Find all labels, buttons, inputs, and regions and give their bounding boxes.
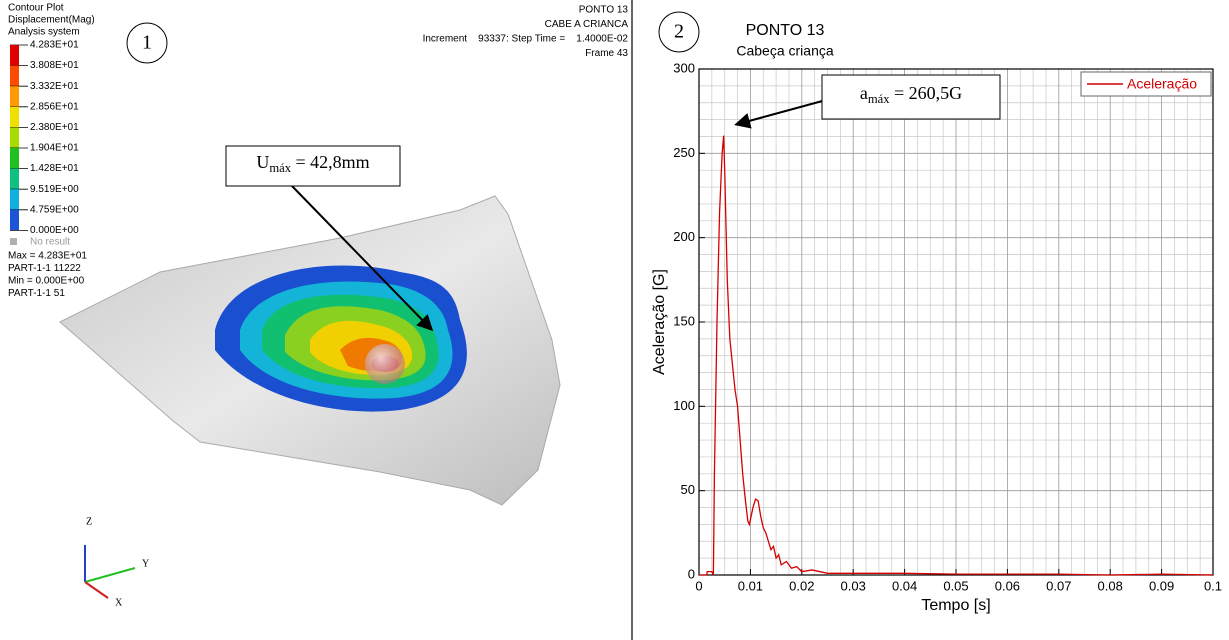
- contour-legend-label: 1.428E+01: [30, 163, 79, 174]
- contour-legend-label: 4.283E+01: [30, 40, 79, 51]
- panel-marker-label: 2: [674, 21, 684, 43]
- plot-info: PART-1-1 11222: [8, 263, 81, 274]
- legend-label: Aceleração: [1127, 76, 1197, 92]
- plot-header: Analysis system: [8, 27, 80, 38]
- y-axis-label: Aceleração [G]: [651, 269, 668, 375]
- legend-swatch: [10, 127, 19, 148]
- legend-swatch: [10, 148, 19, 169]
- x-tick-label: 0.01: [738, 578, 763, 593]
- y-tick-label: 300: [673, 60, 695, 75]
- x-tick-label: 0.02: [789, 578, 814, 593]
- contour-legend-label: 9.519E+00: [30, 184, 79, 195]
- y-tick-label: 200: [673, 229, 695, 244]
- figure: Contour PlotDisplacement(Mag)Analysis sy…: [0, 0, 1229, 640]
- y-tick-label: 250: [673, 145, 695, 160]
- step-info: PONTO 13: [579, 5, 629, 16]
- x-axis-label: Tempo [s]: [921, 597, 990, 614]
- contour-legend-label: 2.856E+01: [30, 101, 79, 112]
- contour-legend-label: 2.380E+01: [30, 122, 79, 133]
- annotation-rest: = 260,5G: [890, 83, 963, 103]
- contour-legend-label: 0.000E+00: [30, 225, 79, 236]
- x-tick-label: 0.09: [1149, 578, 1174, 593]
- callout-sub: máx: [269, 161, 291, 175]
- chart-title: PONTO 13: [746, 22, 825, 39]
- right-panel: 2 PONTO 13 Cabeça criança 0 0.01 0.02 0.03 0.04…: [651, 12, 1222, 614]
- hood-render: [60, 196, 560, 505]
- y-tick-label: 50: [681, 482, 695, 497]
- contour-legend-label: 3.808E+01: [30, 60, 79, 71]
- page: Contour PlotDisplacement(Mag)Analysis sy…: [0, 0, 1229, 640]
- legend-swatch: [10, 45, 19, 66]
- plot-header: Displacement(Mag): [8, 15, 95, 26]
- y-tick-label: 100: [673, 398, 695, 413]
- y-tick-label: 150: [673, 313, 695, 328]
- x-tick-label: 0.04: [892, 578, 917, 593]
- axis-triad-label: X: [115, 597, 123, 608]
- legend-swatch: [10, 189, 19, 210]
- axis-triad-label: Y: [142, 558, 149, 569]
- step-info: Increment 93337: Step Time = 1.4000E-02: [423, 34, 629, 45]
- x-tick-label: 0.07: [1046, 578, 1071, 593]
- contour-legend-label: 1.904E+01: [30, 143, 79, 154]
- legend-swatch: [10, 210, 19, 231]
- y-tick-label: 0: [688, 566, 695, 581]
- no-result-label: No result: [30, 237, 70, 248]
- axis-triad-label: Z: [86, 516, 92, 527]
- contour-legend-label: 3.332E+01: [30, 81, 79, 92]
- legend-swatch: [10, 169, 19, 190]
- chart-subtitle: Cabeça criança: [736, 43, 833, 59]
- legend-swatch: [10, 66, 19, 87]
- no-result-swatch: [10, 238, 17, 245]
- x-tick-label: 0: [695, 578, 702, 593]
- x-tick-label: 0.06: [995, 578, 1020, 593]
- plot-info: PART-1-1 51: [8, 288, 65, 299]
- callout-rest: = 42,8mm: [291, 152, 370, 172]
- axis-y: [85, 568, 135, 582]
- annotation-base: a: [860, 83, 868, 103]
- step-info: Frame 43: [585, 48, 628, 59]
- callout-base: U: [256, 152, 269, 172]
- x-tick-label: 0.03: [841, 578, 866, 593]
- x-tick-label: 0.08: [1098, 578, 1123, 593]
- legend-swatch: [10, 86, 19, 107]
- legend-swatch: [10, 107, 19, 128]
- step-info: CABE A CRIANCA: [545, 19, 629, 30]
- plot-info: Min = 0.000E+00: [8, 276, 85, 287]
- x-tick-label: 0.05: [943, 578, 968, 593]
- x-tick-label: 0.1: [1204, 578, 1222, 593]
- annotation-sub: máx: [868, 92, 890, 106]
- plot-header: Contour Plot: [8, 3, 64, 14]
- contour-legend-label: 4.759E+00: [30, 204, 79, 215]
- panel-marker-label: 1: [142, 32, 152, 54]
- plot-info: Max = 4.283E+01: [8, 251, 87, 262]
- axis-x: [85, 582, 108, 598]
